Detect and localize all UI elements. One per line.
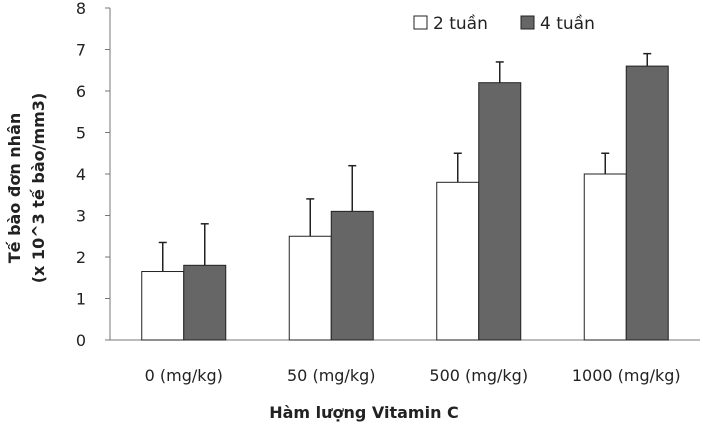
y-axis-title-line2: (x 10^3 tế bào/mm3) (29, 93, 48, 284)
y-axis-title-line1: Tế bào đơn nhân (5, 113, 24, 264)
bar-4-tuan (183, 264, 227, 341)
legend-swatch-2-tuan (413, 15, 428, 30)
bar-2-tuan (288, 235, 332, 341)
bar-2-tuan (583, 173, 627, 341)
y-ticks: 0 1 2 3 4 5 6 7 8 (76, 0, 110, 350)
legend-swatch-4-tuan (520, 15, 535, 30)
bar-4-tuan (330, 210, 374, 341)
bar-4-tuan (625, 65, 669, 341)
x-tick-label: 50 (mg/kg) (287, 366, 375, 385)
y-tick-label: 6 (76, 82, 86, 101)
x-tick-label: 0 (mg/kg) (145, 366, 223, 385)
legend-label-4-tuan: 4 tuần (540, 13, 595, 34)
y-axis-title: Tế bào đơn nhân (x 10^3 tế bào/mm3) (5, 93, 48, 284)
y-tick-label: 7 (76, 41, 86, 60)
bar-2-tuan (436, 181, 480, 341)
x-tick-labels: 0 (mg/kg) 50 (mg/kg) 500 (mg/kg) 1000 (mg/k… (145, 366, 681, 385)
bars (141, 52, 669, 341)
bar-4-tuan (478, 82, 522, 341)
x-tick-label: 500 (mg/kg) (429, 366, 528, 385)
bar-2-tuan (141, 271, 185, 341)
y-tick-label: 0 (76, 331, 86, 350)
legend: 2 tuần 4 tuần (413, 13, 595, 34)
legend-label-2-tuan: 2 tuần (433, 13, 488, 34)
y-tick-label: 3 (76, 207, 86, 226)
x-axis-title: Hàm lượng Vitamin C (269, 403, 459, 422)
y-tick-label: 1 (76, 290, 86, 309)
y-tick-label: 2 (76, 248, 86, 267)
y-tick-label: 4 (76, 165, 86, 184)
y-tick-label: 5 (76, 124, 86, 143)
y-tick-label: 8 (76, 0, 86, 18)
x-tick-label: 1000 (mg/kg) (572, 366, 681, 385)
